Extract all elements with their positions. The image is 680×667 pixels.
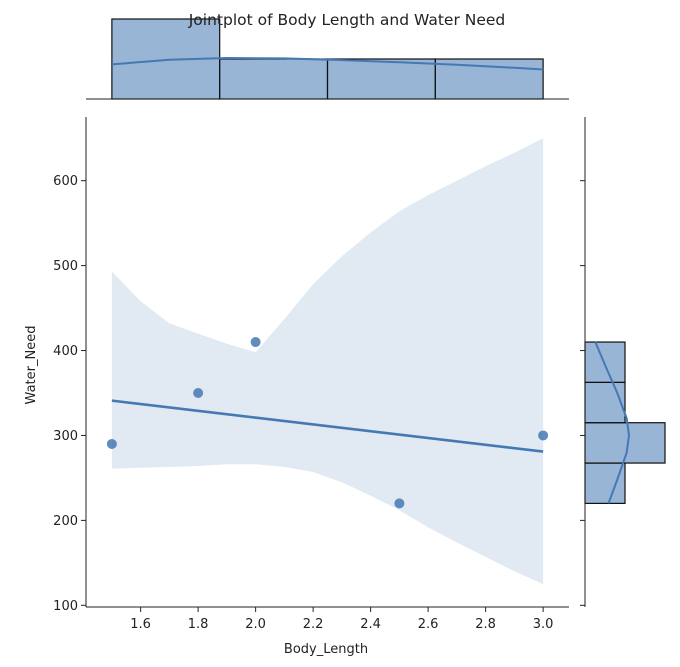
right-histogram-bar	[584, 381, 626, 424]
x-tick-label: 2.6	[418, 617, 439, 632]
right-kde-line	[594, 341, 631, 504]
x-tick-label: 2.2	[303, 617, 324, 632]
x-tick-label: 1.6	[130, 617, 151, 632]
data-point	[394, 498, 405, 509]
y-tick-label: 500	[53, 259, 78, 274]
x-axis-title: Body_Length	[284, 642, 368, 657]
x-tick-label: 2.0	[245, 617, 266, 632]
regression-line	[111, 399, 544, 453]
y-tick-label: 200	[53, 514, 78, 529]
right-marginal-histogram	[580, 117, 666, 607]
top-kde-line	[111, 56, 544, 71]
x-tick-label: 2.4	[360, 617, 381, 632]
confidence-band	[111, 138, 544, 585]
y-axis-title: Water_Need	[24, 326, 39, 405]
x-tick-label: 2.8	[475, 617, 496, 632]
data-point	[106, 438, 117, 449]
x-tick-label: 1.8	[188, 617, 209, 632]
x-tick-label: 3.0	[533, 617, 554, 632]
y-tick-label: 100	[53, 599, 78, 614]
data-point	[538, 430, 549, 441]
y-tick-label: 600	[53, 174, 78, 189]
top-marginal-histogram	[86, 18, 569, 100]
main-scatter-plot: 1.6 1.8 2.0 2.2 2.4 2.6 2.8 3.0 100 200 300 400 500 6…	[53, 117, 569, 632]
right-histogram-bar	[584, 341, 626, 383]
top-histogram-bar	[326, 58, 436, 100]
data-point	[193, 387, 204, 398]
y-tick-label: 300	[53, 429, 78, 444]
y-tick-label: 400	[53, 344, 78, 359]
top-histogram-bar	[219, 58, 329, 100]
chart-title: Jointplot of Body Length and Water Need	[188, 11, 506, 29]
data-point	[250, 337, 261, 348]
right-histogram-bar	[584, 462, 626, 504]
